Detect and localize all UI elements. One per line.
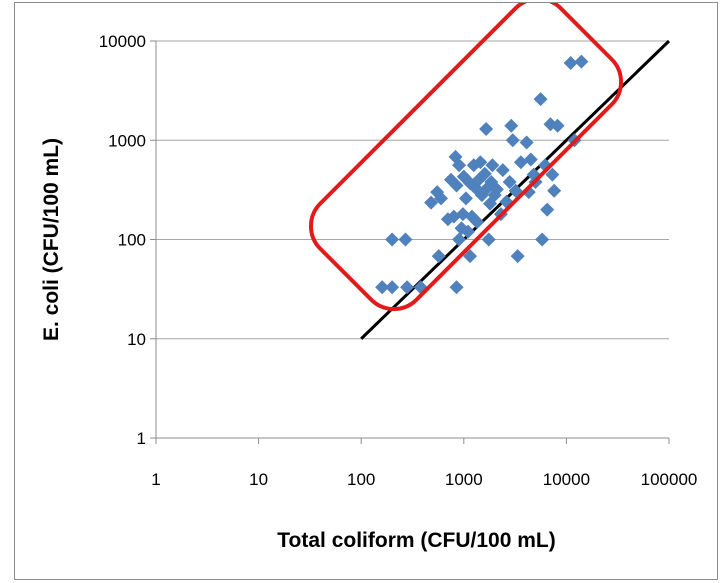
data-point bbox=[375, 280, 390, 295]
x-tick-label: 100 bbox=[347, 470, 375, 489]
data-point bbox=[495, 163, 510, 178]
data-point bbox=[550, 118, 565, 133]
data-point bbox=[574, 54, 589, 69]
chart-frame: 1 10 100 1000 10000 1 10 100 1000 10000 100000 Tota… bbox=[14, 2, 718, 580]
scatter-chart: 1 10 100 1000 10000 1 10 100 1000 10000 100000 Tota… bbox=[40, 3, 698, 552]
y-tick-label: 100 bbox=[118, 231, 146, 250]
y-tick-label: 1000 bbox=[108, 131, 146, 150]
data-point bbox=[452, 232, 467, 247]
data-point bbox=[502, 174, 517, 189]
data-point bbox=[434, 191, 449, 206]
data-point bbox=[385, 232, 400, 247]
data-point bbox=[398, 232, 413, 247]
data-point bbox=[424, 195, 439, 210]
data-point bbox=[563, 56, 578, 71]
data-point bbox=[463, 249, 478, 264]
data-point bbox=[540, 202, 555, 217]
data-point bbox=[489, 182, 504, 197]
data-point bbox=[523, 152, 538, 167]
data-point bbox=[452, 158, 467, 173]
data-point bbox=[479, 121, 494, 136]
data-point bbox=[477, 166, 492, 181]
x-tick-label: 10000 bbox=[543, 470, 590, 489]
data-point bbox=[485, 158, 500, 173]
data-point bbox=[449, 178, 464, 193]
data-point bbox=[547, 183, 562, 198]
highlight-box bbox=[308, 3, 624, 312]
data-point bbox=[533, 92, 548, 107]
data-point bbox=[521, 185, 536, 200]
data-point bbox=[385, 280, 400, 295]
data-point bbox=[431, 249, 446, 264]
y-axis-title: E. coli (CFU/100 mL) bbox=[40, 138, 63, 341]
data-point bbox=[400, 280, 415, 295]
data-point bbox=[461, 224, 476, 239]
x-tick-label: 1 bbox=[151, 470, 160, 489]
data-point bbox=[510, 249, 525, 264]
y-tick-label: 1 bbox=[137, 429, 146, 448]
data-point bbox=[449, 280, 464, 295]
x-tick-label: 100000 bbox=[641, 470, 698, 489]
data-point bbox=[519, 135, 534, 150]
data-point bbox=[481, 232, 496, 247]
y-tick-label: 10 bbox=[127, 330, 146, 349]
data-point bbox=[508, 183, 523, 198]
x-tick-label: 1000 bbox=[445, 470, 483, 489]
data-point bbox=[505, 133, 520, 148]
x-axis-title: Total coliform (CFU/100 mL) bbox=[277, 529, 555, 552]
y-tick-label: 10000 bbox=[99, 32, 146, 51]
x-tick-label: 10 bbox=[249, 470, 268, 489]
data-point bbox=[535, 232, 550, 247]
data-point bbox=[545, 167, 560, 182]
data-point bbox=[513, 155, 528, 170]
data-point bbox=[458, 191, 473, 206]
data-point bbox=[473, 155, 488, 170]
data-point bbox=[504, 118, 519, 133]
data-point bbox=[470, 215, 485, 230]
